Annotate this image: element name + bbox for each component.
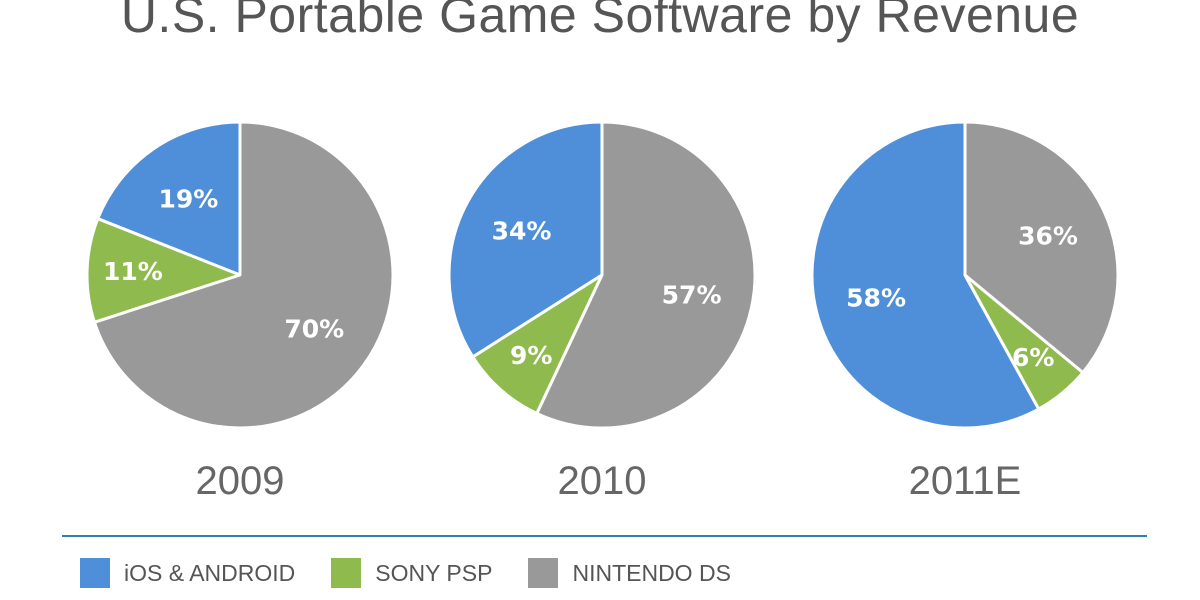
legend-swatch-ios-android — [80, 558, 110, 588]
pie-slice-ios-android — [96, 120, 242, 277]
pie-data-label: 11% — [103, 257, 163, 286]
legend-label-ios-android: iOS & ANDROID — [124, 559, 296, 586]
legend-item-nintendo-ds: NINTENDO DS — [528, 558, 731, 588]
pie-2010: 34% 9% 57% 2010 — [447, 120, 757, 503]
pie-slice-nintendo-ds — [92, 120, 395, 430]
pie-slice-nintendo-ds — [535, 120, 757, 430]
legend-item-sony-psp: SONY PSP — [331, 558, 492, 588]
pie-2009: 19% 11% 70% 2009 — [85, 120, 395, 503]
pie-data-label: 6% — [1012, 343, 1054, 372]
legend-swatch-nintendo-ds — [528, 558, 559, 588]
chart-title: U.S. Portable Game Software by Revenue — [120, 0, 1080, 43]
legend-label-sony-psp: SONY PSP — [375, 559, 493, 586]
pie-data-label: 58% — [846, 283, 906, 312]
pie-slice-nintendo-ds — [963, 120, 1120, 375]
pie-slice-sony-psp — [471, 273, 604, 415]
pie-2011e: 58% 6% 36% 2011E — [810, 120, 1120, 503]
pie-data-label: 34% — [492, 216, 552, 245]
pie-slice-sony-psp — [85, 217, 242, 324]
legend-swatch-sony-psp — [331, 558, 362, 588]
pie-data-label: 9% — [510, 341, 552, 370]
legend-item-ios-android: iOS & ANDROID — [80, 558, 295, 588]
pie-data-label: 57% — [662, 281, 722, 310]
legend-divider — [62, 535, 1147, 537]
pie-data-label: 70% — [284, 314, 344, 343]
pie-slice-ios-android — [810, 120, 1041, 430]
pie-year-label: 2010 — [558, 459, 647, 503]
pie-year-label: 2011E — [909, 459, 1022, 503]
pie-data-label: 19% — [158, 185, 218, 214]
pie-data-label: 36% — [1018, 221, 1078, 250]
pie-year-label: 2009 — [196, 459, 285, 503]
legend: iOS & ANDROID SONY PSP NINTENDO DS — [80, 553, 767, 593]
legend-label-nintendo-ds: NINTENDO DS — [572, 559, 731, 586]
